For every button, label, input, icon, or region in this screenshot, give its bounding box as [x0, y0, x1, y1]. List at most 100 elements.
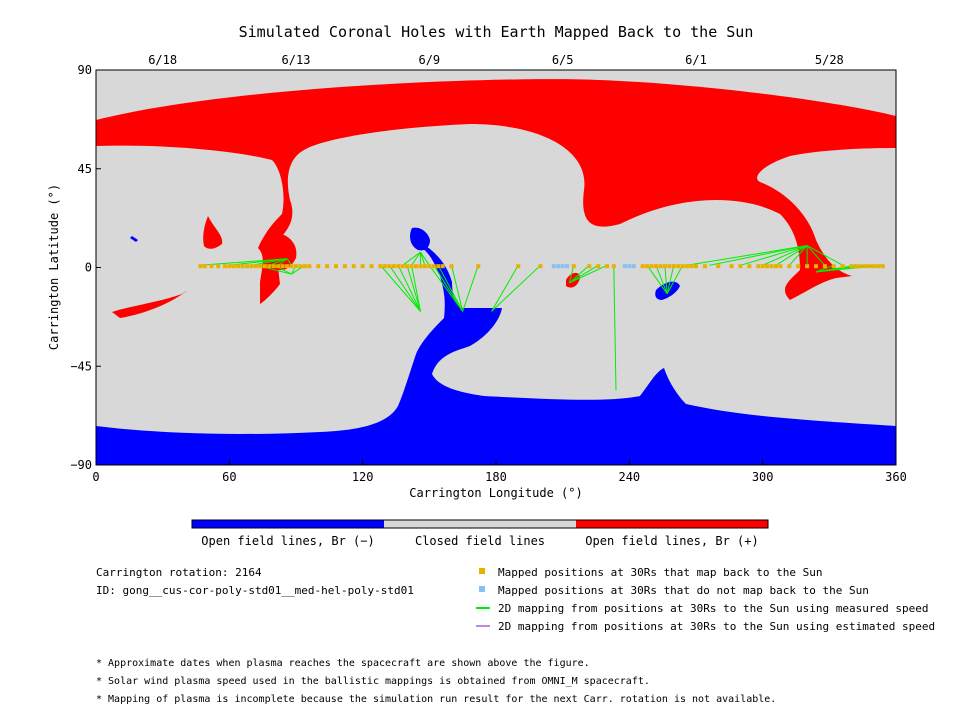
- measured-mapping-line: [740, 245, 808, 266]
- mapped-position-marker: [316, 264, 321, 269]
- mapped-position-marker: [854, 264, 858, 269]
- mapped-position-marker: [334, 264, 338, 269]
- mapped-position-marker: [689, 264, 694, 269]
- positive-hole-small: [203, 216, 223, 249]
- measured-mapping-line: [815, 264, 883, 273]
- measured-mapping-line: [420, 251, 430, 266]
- mapped-position-marker: [662, 264, 667, 269]
- measured-mapping-line: [613, 265, 617, 391]
- measured-mapping-line: [788, 245, 808, 266]
- colorbar-positive: [576, 520, 768, 528]
- measured-mapping-line: [568, 265, 575, 283]
- mapped-position-marker: [671, 264, 676, 269]
- plot-area: [96, 70, 896, 465]
- measured-mapping-line: [569, 264, 608, 284]
- mapped-position-marker: [738, 264, 743, 269]
- mapped-position-marker: [769, 264, 774, 269]
- mapped-position-marker: [262, 264, 267, 269]
- date-tick-label: 6/9: [418, 53, 440, 67]
- mapped-position-marker: [276, 264, 281, 269]
- colorbar-negative: [192, 520, 384, 528]
- mapped-position-marker: [249, 264, 254, 269]
- mapped-position-marker: [369, 264, 374, 269]
- mapped-position-marker: [440, 264, 445, 269]
- simulation-id: ID: gong__cus-cor-poly-std01__med-hel-po…: [96, 584, 414, 597]
- mapped-position-marker: [805, 264, 810, 269]
- measured-mapping-line: [664, 265, 668, 294]
- mapped-position-marker: [400, 264, 405, 269]
- measured-mapping-line: [200, 258, 288, 266]
- mapped-position-marker: [449, 264, 454, 269]
- mapped-position-marker: [658, 264, 663, 269]
- date-tick-label: 6/18: [148, 53, 177, 67]
- legend: Mapped positions at 30Rs that map back t…: [476, 566, 935, 633]
- mapped-position-marker: [747, 264, 752, 269]
- measured-mapping-line: [646, 265, 668, 295]
- date-tick-label: 6/1: [685, 53, 707, 67]
- unmapped-position-marker: [622, 264, 627, 269]
- mapped-position-marker: [236, 264, 241, 269]
- mapped-position-marker: [258, 264, 263, 269]
- mapped-position-marker: [654, 264, 658, 269]
- measured-mapping-line: [569, 264, 590, 284]
- negative-coronal-hole-south: [96, 246, 896, 465]
- mapped-position-marker: [231, 264, 236, 269]
- positive-hole-south-strand: [112, 290, 188, 318]
- mapped-position-marker: [876, 264, 881, 269]
- mapped-position-marker: [716, 264, 721, 269]
- measured-mapping-line: [419, 251, 426, 266]
- x-tick-label: 180: [485, 470, 507, 484]
- unmapped-position-marker: [631, 264, 636, 269]
- measured-mapping-line: [402, 251, 421, 266]
- measured-mapping-line: [491, 265, 519, 312]
- mapped-position-marker: [516, 264, 521, 269]
- mapped-position-marker: [271, 264, 276, 269]
- mapped-position-marker: [396, 264, 401, 269]
- measured-mapping-line: [388, 265, 421, 312]
- measured-mapping-line: [709, 245, 808, 266]
- positive-coronal-hole-north: [96, 79, 896, 304]
- note-incomplete: * Mapping of plasma is incomplete becaus…: [96, 694, 776, 705]
- measured-mapping-line: [462, 265, 479, 312]
- mapped-position-marker: [667, 264, 672, 269]
- mapped-position-marker: [427, 264, 432, 269]
- measured-mapping-line: [437, 265, 464, 312]
- y-tick-label: 45: [78, 162, 92, 176]
- mapped-position-marker: [436, 264, 441, 269]
- x-tick-label: 60: [222, 470, 236, 484]
- unmapped-position-marker: [551, 264, 556, 269]
- measured-mapping-line: [406, 265, 421, 312]
- measured-mapping-line: [491, 264, 541, 312]
- y-axis: 90 45 0 −45 −90: [70, 63, 101, 472]
- mapped-position-marker: [285, 264, 290, 269]
- x-tick-label: 0: [92, 470, 99, 484]
- measured-mapping-line: [655, 265, 668, 295]
- colorbar-closed: [384, 520, 576, 528]
- legend-estimated: 2D mapping from positions at 30Rs to the…: [498, 620, 935, 633]
- mapped-position-marker: [694, 264, 698, 269]
- mapped-position-marker: [222, 264, 227, 269]
- mapped-position-marker: [822, 264, 827, 269]
- mapped-position-marker: [245, 264, 250, 269]
- measured-mapping-line: [291, 264, 306, 275]
- date-tick-label: 5/28: [815, 53, 844, 67]
- position-markers: [198, 264, 885, 269]
- mapped-position-marker: [765, 264, 770, 269]
- mapped-position-marker: [422, 264, 427, 269]
- mapped-position-marker: [858, 264, 863, 269]
- mapped-position-marker: [476, 264, 481, 269]
- colorbar: Open field lines, Br (−) Closed field li…: [191, 519, 769, 548]
- y-axis-label: Carrington Latitude (°): [47, 184, 61, 350]
- mapped-position-marker: [587, 264, 592, 269]
- mapped-position-marker: [831, 264, 836, 269]
- mapped-position-marker: [418, 264, 423, 269]
- measured-mapping-line: [806, 245, 843, 266]
- mapped-position-marker: [209, 264, 214, 269]
- mapped-position-marker: [760, 264, 765, 269]
- mapped-position-marker: [267, 264, 272, 269]
- y-tick-label: 0: [85, 261, 92, 275]
- mapped-position-marker: [778, 264, 783, 269]
- colorbar-label-positive: Open field lines, Br (+): [585, 534, 758, 548]
- mapped-position-marker: [538, 264, 543, 269]
- x-tick-label: 300: [752, 470, 774, 484]
